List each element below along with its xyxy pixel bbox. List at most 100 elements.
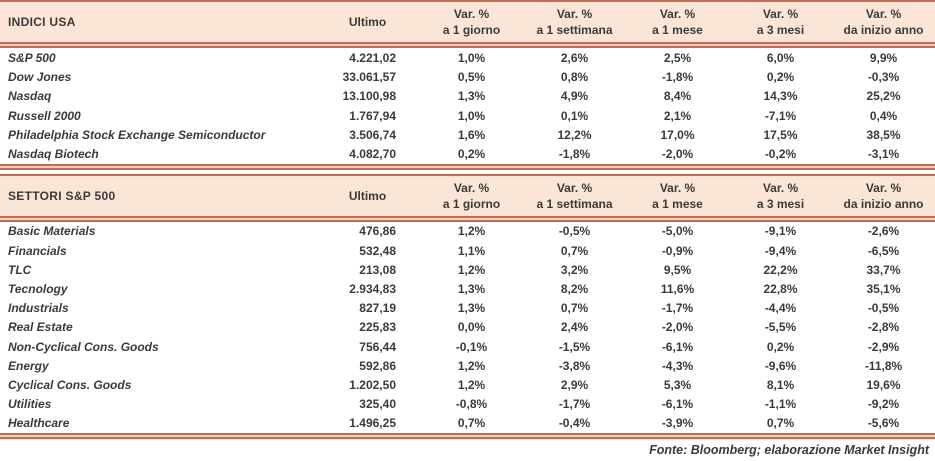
var-value: -4,3% [661,358,694,373]
table-title: INDICI USA [8,15,76,29]
var-pct-label: Var. % [865,180,902,195]
table-separator [0,169,935,174]
row-label: Utilities [8,397,52,412]
var-value: 11,6% [660,281,695,296]
period-label: a 1 settimana [536,23,613,37]
row-label: Financials [8,243,67,258]
row-label: Energy [8,358,49,373]
var-value: 0,7% [560,301,589,316]
row-label: TLC [8,262,32,277]
var-value: -1,1% [764,397,797,412]
column-header-ultimo: Ultimo [348,15,387,29]
bottom-double-rule [0,432,935,439]
var-value: -1,8% [661,69,694,84]
ultimo-value: 592,86 [359,358,396,373]
var-pct-label: Var. % [762,180,799,195]
var-value: -1,7% [661,301,694,316]
row-label: Industrials [8,301,69,316]
var-pct-label: Var. % [659,7,696,21]
var-value: 1,3% [457,89,486,104]
row-label: Russell 2000 [8,108,81,123]
row-label: S&P 500 [8,50,56,65]
table-indici-usa: INDICI USA Ultimo Var. % a 1 giorno Var.… [0,0,935,170]
var-value: -2,0% [661,147,694,162]
period-label: a 3 mesi [756,23,805,37]
ultimo-value: 4.221,02 [349,50,396,65]
var-value: 4,9% [560,89,589,104]
table-row: Cyclical Cons. Goods 1.202,50 1,2% 2,9% 5,3%… [0,375,935,394]
var-value: -9,4% [764,243,797,258]
row-label: Dow Jones [8,69,72,84]
ultimo-value: 756,44 [359,339,396,354]
var-value: 0,7% [766,416,795,431]
var-value: 2,6% [560,50,589,65]
ultimo-value: 532,48 [359,243,396,258]
ultimo-value: 325,40 [359,397,396,412]
var-value: 38,5% [866,127,901,142]
row-label: Philadelphia Stock Exchange Semiconducto… [8,127,266,142]
var-value: 1,0% [457,50,486,65]
var-value: 9,9% [869,50,898,65]
var-value: 2,9% [560,377,589,392]
var-pct-label: Var. % [659,180,696,195]
period-label: da inizio anno [843,196,924,211]
var-value: 33,7% [866,262,901,277]
ultimo-value: 3.506,74 [349,127,396,142]
period-label: a 1 giorno [442,23,501,37]
table-title: SETTORI S&P 500 [8,188,116,203]
var-value: 6,0% [766,50,795,65]
var-value: -1,8% [558,147,591,162]
var-value: -6,5% [867,243,900,258]
var-value: 0,5% [457,69,486,84]
row-label: Real Estate [8,320,73,335]
var-value: 3,2% [560,262,589,277]
var-value: 0,7% [560,243,589,258]
var-value: -0,4% [558,416,591,431]
ultimo-value: 213,08 [359,262,396,277]
var-value: 2,1% [663,108,692,123]
ultimo-value: 2.934,83 [349,281,396,296]
var-value: -9,1% [764,224,797,239]
period-label: a 1 settimana [536,196,613,211]
var-value: 1,2% [457,224,486,239]
ultimo-value: 1.496,25 [349,416,396,431]
var-value: -3,9% [661,416,694,431]
column-header-var-3-mesi: Var. % a 3 mesi [729,176,832,216]
row-label: Non-Cyclical Cons. Goods [8,339,159,354]
header-double-rule [0,215,935,222]
var-value: -2,0% [661,320,694,335]
var-value: -3,8% [558,358,591,373]
var-value: 0,8% [560,69,589,84]
var-value: -5,0% [661,224,694,239]
var-value: -0,2% [764,147,797,162]
header-double-rule [0,42,935,48]
var-pct-label: Var. % [865,7,902,21]
indici-usa-rows: S&P 500 4.221,02 1,0% 2,6% 2,5% 6,0% 9,9% Dow J… [0,48,935,164]
table-row: Russell 2000 1.767,94 1,0% 0,1% 2,1% -7,1% 0,4… [0,106,935,125]
var-pct-label: Var. % [762,7,799,21]
var-value: 0,2% [766,339,795,354]
column-header-ultimo: Ultimo [348,188,387,203]
ultimo-value: 827,19 [359,301,396,316]
var-value: 8,4% [663,89,692,104]
column-header-var-1-settimana: Var. % a 1 settimana [523,2,626,42]
var-value: -0,3% [867,69,900,84]
var-value: 35,1% [866,281,901,296]
var-value: -0,8% [455,397,488,412]
ultimo-value: 13.100,98 [342,89,396,104]
table-row: Non-Cyclical Cons. Goods 756,44 -0,1% -1,5%… [0,337,935,356]
var-value: -4,4% [764,301,797,316]
column-header-var-1-mese: Var. % a 1 mese [626,176,729,216]
var-value: 1,2% [457,262,486,277]
ultimo-value: 33.061,57 [342,69,396,84]
var-value: -6,1% [661,397,694,412]
table-row: Nasdaq Biotech 4.082,70 0,2% -1,8% -2,0% -0,2… [0,144,935,163]
indici-usa-header-row: INDICI USA Ultimo Var. % a 1 giorno Var.… [0,2,935,42]
var-value: 25,2% [866,89,901,104]
period-label: a 3 mesi [756,196,805,211]
bottom-double-rule [0,163,935,170]
row-label: Tecnology [8,281,68,296]
settori-rows: Basic Materials 476,86 1,2% -0,5% -5,0% -9,1%… [0,222,935,433]
ultimo-value: 1.767,94 [349,108,396,123]
